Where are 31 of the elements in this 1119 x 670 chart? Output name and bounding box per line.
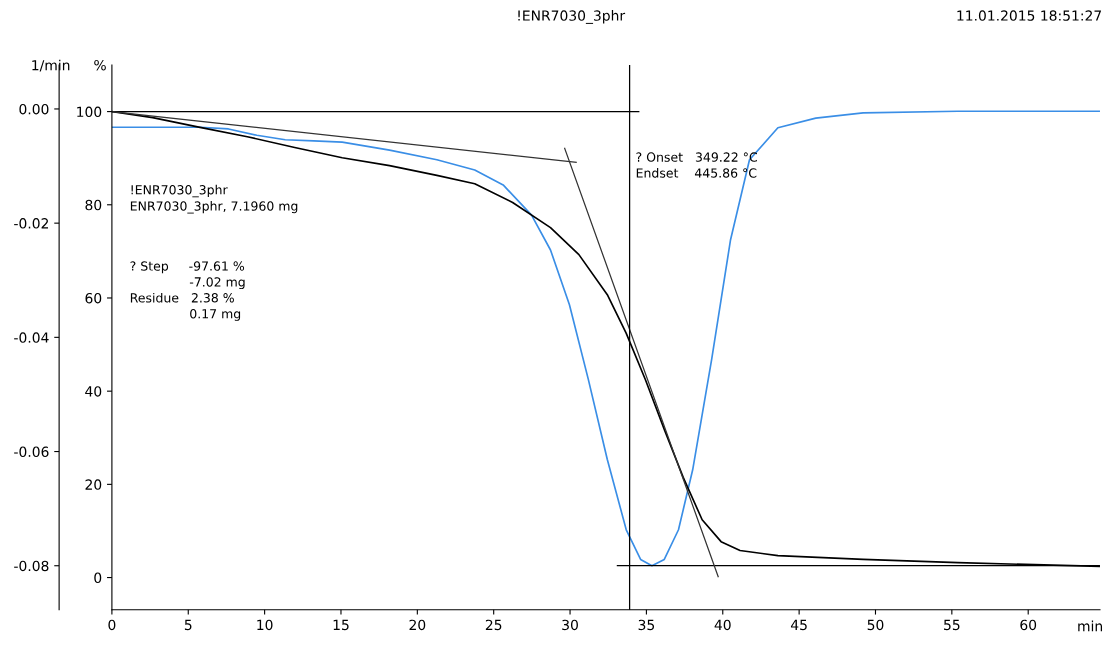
- x-tick-label: 20: [409, 619, 426, 631]
- x-axis-title: min: [1078, 620, 1103, 632]
- y-tick-label: 60: [85, 292, 102, 304]
- x-tick-label: 15: [333, 619, 349, 631]
- y2-tick-label: -0.08: [14, 560, 49, 572]
- y2-tick-label: -0.04: [14, 332, 49, 343]
- x-tick-label: 35: [638, 619, 655, 631]
- x-tick-label: 0: [108, 619, 116, 631]
- y2-axis-title: 1/min: [32, 59, 70, 72]
- annotation: !ENR7030_3phr ENR7030_3phr, 7.1960 mg: [130, 184, 298, 214]
- chart-title: !ENR7030_3phr: [518, 10, 626, 24]
- y2-tick-label: 0.00: [19, 103, 49, 115]
- x-tick-label: 40: [714, 619, 731, 631]
- y-tick-label: 20: [85, 479, 102, 490]
- y-axis-title: %: [94, 59, 106, 71]
- x-tick-label: 55: [944, 619, 960, 631]
- y-tick-label: 0: [94, 572, 102, 584]
- x-tick-label: 10: [257, 619, 273, 631]
- x-tick-label: 60: [1020, 619, 1037, 631]
- annotation: ? Step -97.61 % -7.02 mg Residue 2.38 % 0.17 mg: [130, 261, 245, 321]
- x-tick-label: 45: [790, 619, 807, 631]
- y-tick-label: 80: [85, 199, 102, 211]
- y2-tick-label: -0.06: [14, 446, 49, 458]
- x-tick-label: 5: [184, 619, 192, 631]
- y-tick-label: 100: [77, 106, 102, 118]
- y2-tick-label: -0.02: [14, 218, 49, 229]
- text: 11.01.2015 18:51:27: [957, 10, 1102, 21]
- y-tick-label: 40: [85, 386, 102, 397]
- x-tick-label: 30: [562, 619, 578, 631]
- x-tick-label: 25: [485, 619, 502, 631]
- x-tick-label: 50: [867, 619, 884, 631]
